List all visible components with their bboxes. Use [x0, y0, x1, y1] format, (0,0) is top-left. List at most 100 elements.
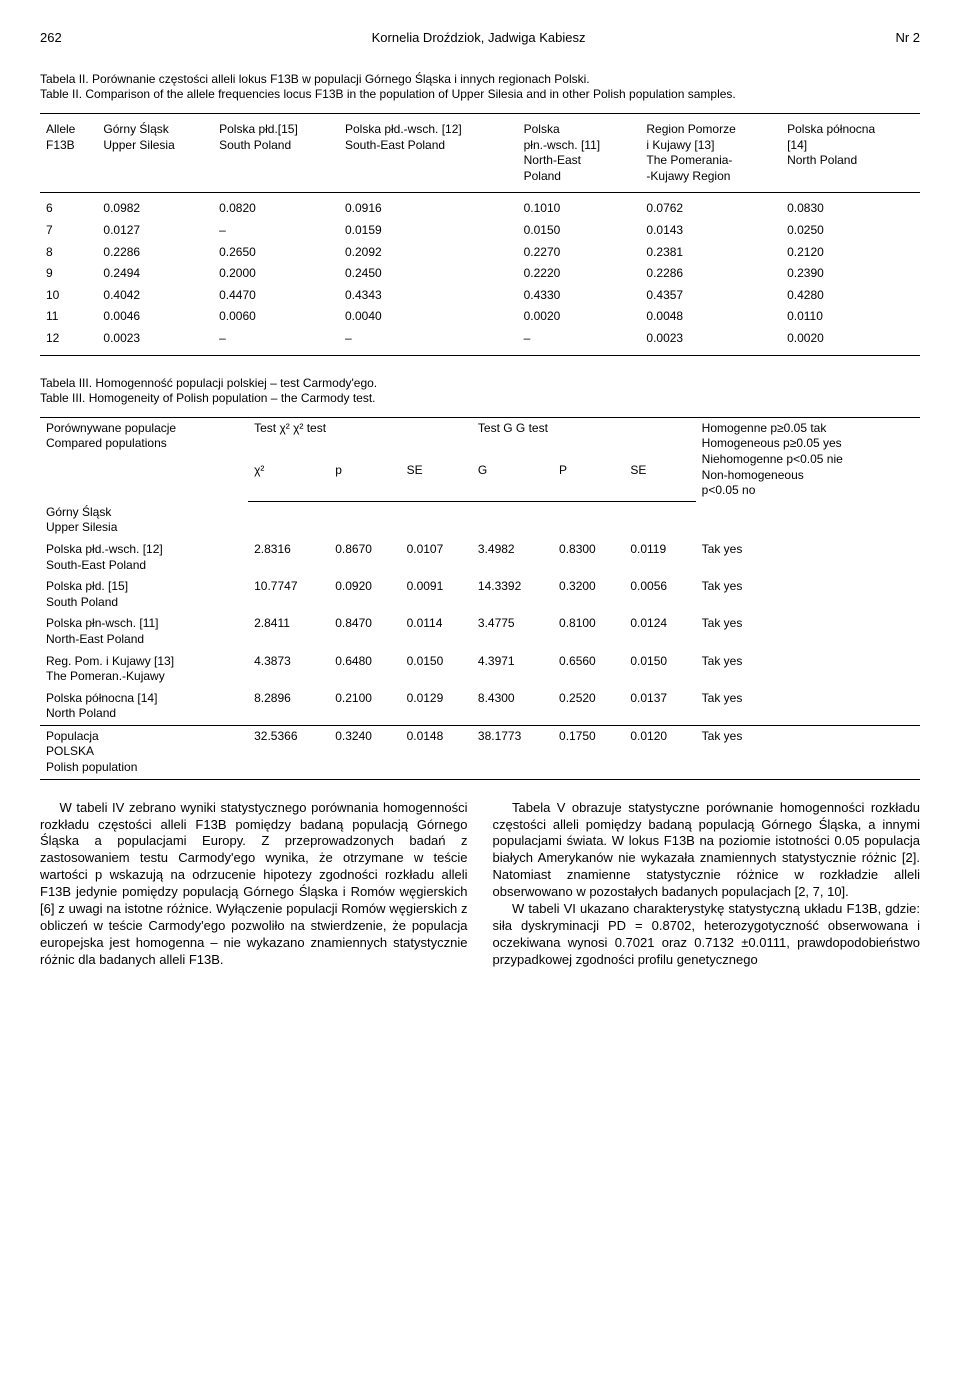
table3-row: Polska płn-wsch. [11]North-East Poland2.… — [40, 613, 920, 650]
body-left-p1: W tabeli IV zebrano wyniki statystyczneg… — [40, 800, 468, 969]
table3-row: Polska płd. [15]South Poland10.77470.092… — [40, 576, 920, 613]
table2-cell: 0.0250 — [781, 220, 920, 242]
table3-row: Polska płd.-wsch. [12]South-East Poland2… — [40, 539, 920, 576]
table2-cell: 0.0040 — [339, 306, 518, 328]
table2-cell: 8 — [40, 242, 97, 264]
table2-cell: – — [213, 328, 339, 355]
table2-row: 70.0127–0.01590.01500.01430.0250 — [40, 220, 920, 242]
table3-cell: 0.0119 — [624, 539, 695, 576]
table2-row: 100.40420.44700.43430.43300.43570.4280 — [40, 285, 920, 307]
table3-row: Polska północna [14]North Poland8.2896 0.… — [40, 688, 920, 726]
table3-row-label: Polska płd. [15]South Poland — [40, 576, 248, 613]
table3-cell: 8.2896 — [248, 688, 329, 726]
t2-h3: Polska płd.-wsch. [12]South-East Poland — [339, 114, 518, 193]
t3-se1: SE — [401, 460, 472, 502]
table2-cell: 0.2286 — [640, 263, 781, 285]
table2-cell: 0.2450 — [339, 263, 518, 285]
table2-cell: – — [518, 328, 641, 355]
table3-caption: Tabela III. Homogenność populacji polski… — [40, 376, 920, 407]
table2-cell: 0.0830 — [781, 193, 920, 220]
t3-total-se1: 0.0148 — [401, 725, 472, 779]
t3-compared: Porównywane populacjeCompared population… — [40, 417, 248, 501]
body-text: W tabeli IV zebrano wyniki statystyczneg… — [40, 800, 920, 969]
table3-cell: 0.6560 — [553, 651, 624, 688]
table2-cell: 0.0916 — [339, 193, 518, 220]
table2-cell: 11 — [40, 306, 97, 328]
body-left-col: W tabeli IV zebrano wyniki statystyczneg… — [40, 800, 468, 969]
table3: Porównywane populacjeCompared population… — [40, 417, 920, 780]
table2-cell: 0.2120 — [781, 242, 920, 264]
t3-total-label: PopulacjaPOLSKAPolish population — [40, 725, 248, 779]
t2-h4: Polskapłn.-wsch. [11]North-EastPoland — [518, 114, 641, 193]
t3-g: G — [472, 460, 553, 502]
table3-cell: 0.0107 — [401, 539, 472, 576]
t3-p: p — [329, 460, 400, 502]
table2-cell: 0.4357 — [640, 285, 781, 307]
t3-total-se2: 0.0120 — [624, 725, 695, 779]
t3-total-res: Tak yes — [696, 725, 920, 779]
table3-cell: 4.3971 — [472, 651, 553, 688]
t3-chi2: χ² — [248, 460, 329, 502]
page-number: 262 — [40, 30, 62, 47]
table2-row: 80.22860.26500.20920.22700.23810.2120 — [40, 242, 920, 264]
table2-cell: 0.2390 — [781, 263, 920, 285]
table3-cell: Tak yes — [696, 688, 920, 726]
t2-h1: Górny ŚląskUpper Silesia — [97, 114, 213, 193]
table2-cell: 12 — [40, 328, 97, 355]
table3-cell: Tak yes — [696, 613, 920, 650]
t3-total-p2: 0.1750 — [553, 725, 624, 779]
body-right-p2: W tabeli VI ukazano charakterystykę stat… — [493, 901, 921, 969]
page-header: 262 Kornelia Droździok, Jadwiga Kabiesz … — [40, 30, 920, 47]
table2-cell: 0.4343 — [339, 285, 518, 307]
table3-cell: 0.0150 — [401, 651, 472, 688]
table2-caption-en: Table II. Comparison of the allele frequ… — [40, 87, 736, 101]
body-right-p1: Tabela V obrazuje statystyczne porównani… — [493, 800, 921, 901]
table2-cell: 9 — [40, 263, 97, 285]
table2-cell: 0.2092 — [339, 242, 518, 264]
table2-cell: 0.2381 — [640, 242, 781, 264]
table3-cell: 10.7747 — [248, 576, 329, 613]
issue: Nr 2 — [895, 30, 920, 47]
table3-cell: 0.0114 — [401, 613, 472, 650]
t3-header-row1: Porównywane populacjeCompared population… — [40, 417, 920, 459]
table2-cell: 0.0060 — [213, 306, 339, 328]
table2-cell: 0.2000 — [213, 263, 339, 285]
table3-cell: 0.3200 — [553, 576, 624, 613]
t3-p2: P — [553, 460, 624, 502]
table2-cell: 0.0023 — [640, 328, 781, 355]
t3-chi-test: Test χ² χ² test — [248, 417, 472, 459]
table3-row-label: Polska płn-wsch. [11]North-East Poland — [40, 613, 248, 650]
t3-total-g: 38.1773 — [472, 725, 553, 779]
table3-cell: 0.2520 — [553, 688, 624, 726]
table3-cell: 4.3873 — [248, 651, 329, 688]
table2-cell: 0.4042 — [97, 285, 213, 307]
table2-cell: 0.2650 — [213, 242, 339, 264]
table3-cell: 3.4982 — [472, 539, 553, 576]
table3-cell: 0.8470 — [329, 613, 400, 650]
table3-row: Reg. Pom. i Kujawy [13]The Pomeran.-Kuja… — [40, 651, 920, 688]
table2-row: 120.0023–––0.00230.0020 — [40, 328, 920, 355]
table3-cell: Tak yes — [696, 576, 920, 613]
table2-row: 110.00460.00600.00400.00200.00480.0110 — [40, 306, 920, 328]
table2-cell: 0.2494 — [97, 263, 213, 285]
table2-cell: 0.0143 — [640, 220, 781, 242]
table2-cell: 0.0820 — [213, 193, 339, 220]
table3-cell: Tak yes — [696, 539, 920, 576]
t2-h0: AlleleF13B — [40, 114, 97, 193]
table2-cell: 0.1010 — [518, 193, 641, 220]
table3-cell: 0.6480 — [329, 651, 400, 688]
table2-cell: 0.2270 — [518, 242, 641, 264]
t2-h2: Polska płd.[15]South Poland — [213, 114, 339, 193]
table3-cell: 0.0091 — [401, 576, 472, 613]
t2-h6: Polska północna[14]North Poland — [781, 114, 920, 193]
table3-row-label: Polska płd.-wsch. [12]South-East Poland — [40, 539, 248, 576]
table3-row-label: Polska północna [14]North Poland — [40, 688, 248, 726]
table3-row-label: Reg. Pom. i Kujawy [13]The Pomeran.-Kuja… — [40, 651, 248, 688]
table2-cell: 0.0048 — [640, 306, 781, 328]
table2-caption-pl: Tabela II. Porównanie częstości alleli l… — [40, 72, 590, 86]
table2-row: 90.24940.20000.24500.22200.22860.2390 — [40, 263, 920, 285]
table3-cell: Tak yes — [696, 651, 920, 688]
table2-cell: 0.0982 — [97, 193, 213, 220]
authors: Kornelia Droździok, Jadwiga Kabiesz — [372, 30, 586, 47]
table2-cell: 0.0127 — [97, 220, 213, 242]
